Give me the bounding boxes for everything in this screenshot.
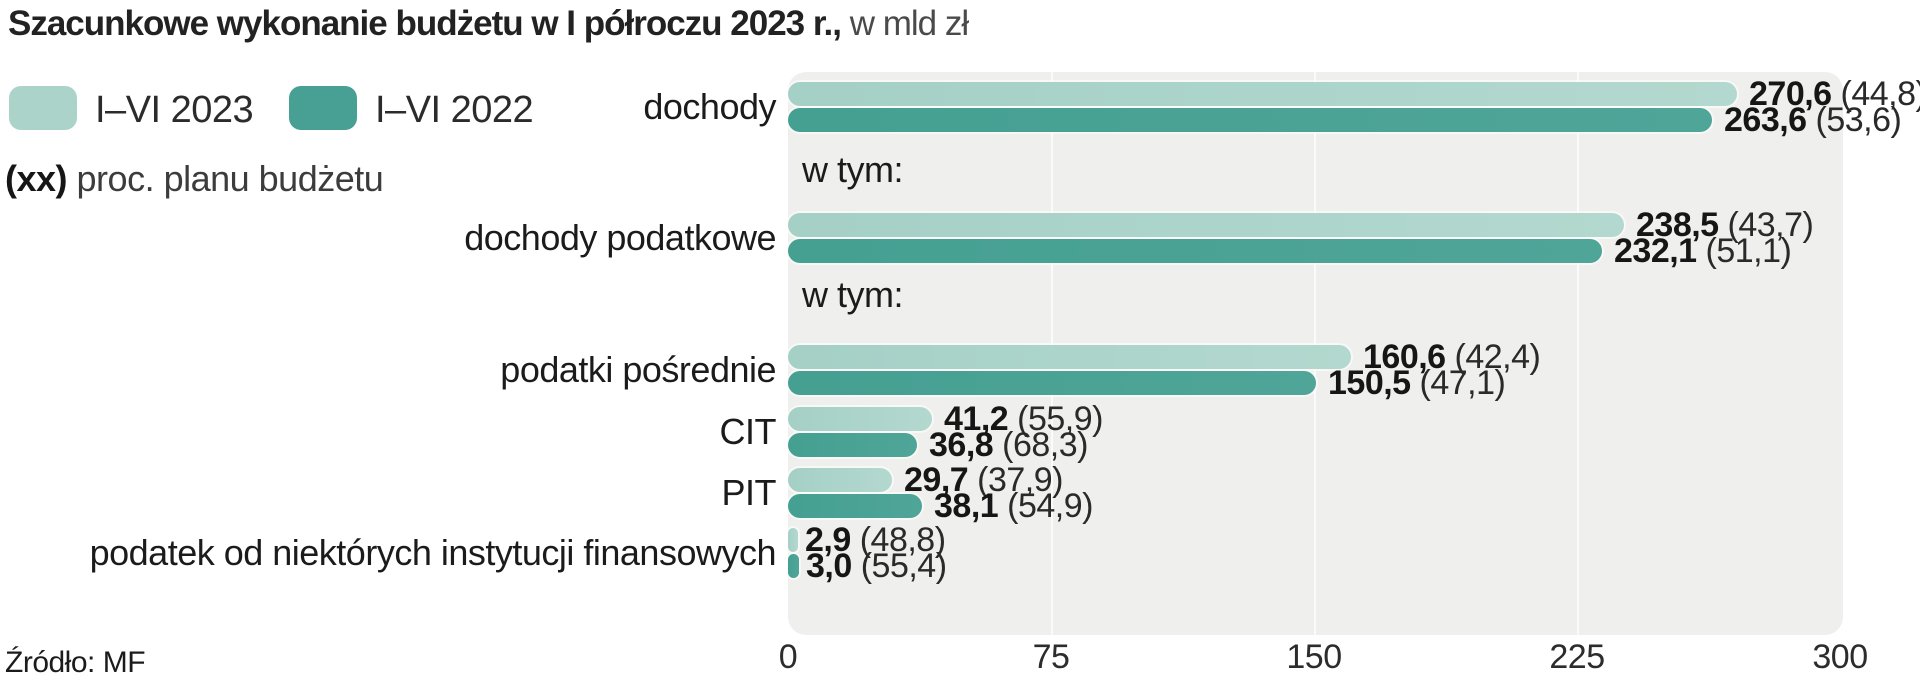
x-tick-label: 300 (1812, 638, 1868, 676)
bar-2022 (788, 239, 1602, 263)
bar-label-2022: 150,5 (47,1) (1328, 364, 1506, 402)
bar-label-2022: 232,1 (51,1) (1614, 232, 1792, 270)
category-label: dochody (643, 86, 776, 127)
bar-label-2023-value: 270,6 (1749, 75, 1832, 113)
bar-label-2022-percent: (47,1) (1410, 364, 1506, 402)
bar-label-2023-value: 2,9 (805, 521, 851, 559)
category-label: CIT (719, 411, 777, 452)
bar-label-2023-percent: (37,9) (968, 461, 1063, 499)
bar-label-2023-percent: (42,4) (1445, 338, 1541, 376)
bar-label-2023: 238,5 (43,7) (1636, 206, 1814, 244)
subgroup-note: w tym: (802, 149, 904, 190)
bar-label-2022-percent: (53,6) (1806, 101, 1902, 139)
legend-note-prefix: (xx) (5, 158, 68, 199)
bar-label-2023-value: 29,7 (904, 461, 969, 499)
bar-2022 (788, 371, 1316, 395)
bar-label-2022: 38,1 (54,9) (934, 489, 1093, 523)
bar-label-2023-percent: (55,9) (1008, 400, 1103, 438)
bar-label-2022-value: 150,5 (1328, 364, 1411, 402)
legend-swatch-2022 (289, 86, 357, 130)
bar-2022 (788, 494, 922, 518)
legend-note: (xx) proc. planu budżetu (5, 158, 384, 200)
bar-2023 (788, 213, 1624, 237)
bar-label-2023: 2,9 (48,8) (805, 523, 946, 557)
bar-2023 (788, 82, 1737, 106)
category-label: podatek od niektórych instytucji finanso… (89, 532, 777, 573)
chart-title-unit: w mld zł (841, 4, 969, 43)
category-label: dochody podatkowe (464, 217, 776, 258)
chart-title: Szacunkowe wykonanie budżetu w I półrocz… (8, 4, 969, 44)
x-tick-label: 0 (778, 638, 798, 676)
bar-2022 (788, 433, 917, 457)
bar-label-2022: 3,0 (55,4) (806, 549, 947, 583)
legend-swatch-2023 (9, 86, 77, 130)
bar-label-2022-value: 232,1 (1614, 232, 1697, 270)
legend-label-2022: I–VI 2022 (375, 89, 534, 131)
legend-note-text: proc. planu budżetu (67, 158, 384, 199)
bar-2022 (788, 554, 799, 578)
bar-label-2023: 41,2 (55,9) (944, 402, 1103, 436)
bar-2023 (788, 345, 1351, 369)
chart-title-bold: Szacunkowe wykonanie budżetu w I półrocz… (8, 4, 842, 43)
bar-label-2023: 270,6 (44,8) (1749, 77, 1920, 111)
bar-label-2023-value: 238,5 (1636, 206, 1719, 244)
category-label: podatki pośrednie (500, 349, 776, 390)
x-tick-label: 225 (1549, 638, 1605, 676)
bar-label-2023-percent: (48,8) (850, 521, 946, 559)
bar-label-2023-value: 41,2 (944, 400, 1009, 438)
bar-label-2022: 263,6 (53,6) (1724, 101, 1902, 139)
bar-label-2022-percent: (51,1) (1696, 232, 1792, 270)
bar-2023 (788, 468, 892, 492)
bar-label-2023-value: 160,6 (1363, 338, 1446, 376)
category-label: PIT (721, 472, 776, 513)
legend-label-2023: I–VI 2023 (95, 89, 254, 131)
bar-2023 (788, 407, 932, 431)
gridline-225 (1577, 72, 1579, 635)
bar-label-2023-percent: (44,8) (1831, 75, 1920, 113)
bar-label-2022-percent: (55,4) (851, 547, 947, 585)
bar-label-2022-percent: (54,9) (998, 487, 1093, 525)
bar-label-2023: 160,6 (42,4) (1363, 338, 1541, 376)
x-tick-label: 150 (1286, 638, 1342, 676)
source-label: Źródło: MF (5, 646, 146, 679)
bar-label-2023: 29,7 (37,9) (904, 463, 1063, 497)
bar-label-2022: 36,8 (68,3) (929, 428, 1088, 462)
bar-2023 (788, 528, 798, 552)
bar-label-2022-value: 38,1 (934, 487, 999, 525)
bar-label-2022-value: 263,6 (1724, 101, 1807, 139)
bar-label-2022-percent: (68,3) (993, 426, 1088, 464)
bar-label-2022-value: 36,8 (929, 426, 994, 464)
x-tick-label: 75 (1032, 638, 1070, 676)
bar-2022 (788, 108, 1712, 132)
bar-label-2023-percent: (43,7) (1718, 206, 1814, 244)
subgroup-note: w tym: (802, 274, 904, 315)
bar-label-2022-value: 3,0 (806, 547, 852, 585)
